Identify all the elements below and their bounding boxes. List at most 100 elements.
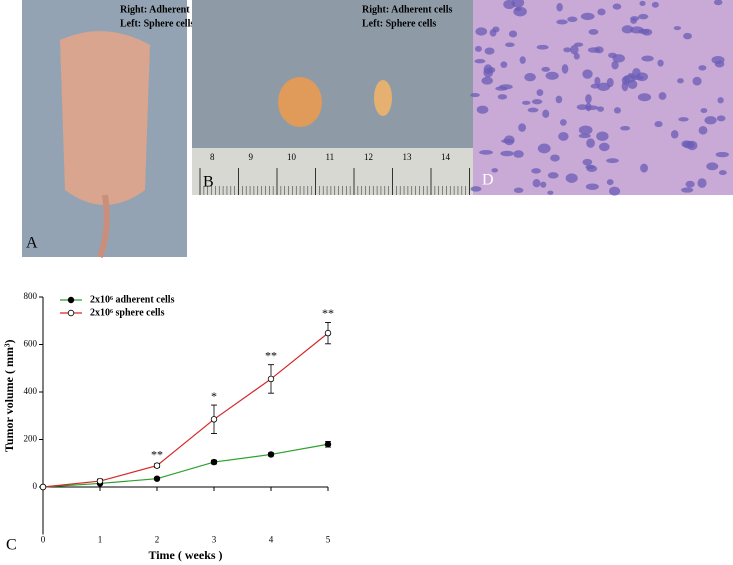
cell-nucleus (580, 12, 595, 21)
cell-nucleus (598, 142, 610, 152)
ruler-label: 8 (210, 152, 215, 162)
cell-nucleus (698, 126, 708, 135)
cell-nucleus (606, 179, 614, 186)
significance: ** (322, 306, 334, 320)
point (267, 451, 275, 458)
cell-nucleus (677, 78, 684, 84)
y-tick-label: 800 (24, 291, 38, 301)
cell-nucleus (637, 93, 652, 102)
cell-nucleus (532, 179, 541, 188)
cell-nucleus (536, 44, 549, 50)
cell-nucleus (497, 94, 508, 100)
significance: * (211, 389, 217, 403)
cell-nucleus (536, 89, 544, 97)
cell-nucleus (597, 82, 611, 91)
cell-nucleus (611, 60, 619, 70)
cell-nucleus (606, 158, 619, 164)
cell-nucleus (692, 76, 702, 86)
cell-nucleus (524, 72, 536, 82)
cell-nucleus (706, 162, 719, 171)
cell-nucleus (716, 115, 726, 122)
legend-label: 2x10⁶ sphere cells (90, 307, 165, 318)
cell-nucleus (713, 0, 723, 6)
cell-nucleus (590, 83, 600, 89)
cell-nucleus (563, 47, 572, 53)
cell-nucleus (555, 95, 563, 104)
cell-nucleus (678, 117, 689, 122)
cell-nucleus (542, 109, 550, 118)
significance: ** (265, 348, 277, 362)
cell-nucleus (559, 119, 567, 126)
cell-nucleus (508, 30, 518, 38)
cell-nucleus (578, 125, 593, 135)
point (39, 483, 47, 491)
cell-nucleus (541, 66, 550, 72)
legend-marker (67, 296, 75, 304)
cell-nucleus (639, 0, 646, 7)
cell-nucleus (531, 99, 543, 105)
series-line (42, 332, 329, 488)
tumor (278, 77, 322, 127)
point (267, 375, 275, 383)
cell-nucleus (484, 47, 495, 55)
cell-nucleus (505, 42, 515, 48)
x-tick-label: 1 (98, 535, 103, 545)
cell-nucleus (612, 3, 622, 10)
note: Right: Adherent cells (362, 4, 452, 15)
cell-nucleus (527, 107, 539, 113)
point (153, 475, 161, 482)
cell-nucleus (683, 140, 695, 149)
cell-nucleus (612, 54, 625, 63)
mouse-body (60, 31, 150, 205)
cell-nucleus (556, 3, 563, 12)
cell-nucleus (582, 158, 593, 166)
cell-nucleus (621, 25, 634, 34)
legend-label: 2x10⁶ adherent cells (90, 294, 175, 305)
y-axis-label: Tumor volume ( mm³) (2, 339, 16, 452)
cell-nucleus (587, 47, 601, 53)
point (153, 462, 161, 469)
cell-nucleus (531, 168, 541, 174)
photo-d (473, 0, 733, 195)
cell-nucleus (685, 180, 695, 188)
cell-nucleus (545, 71, 559, 80)
cell-nucleus (576, 104, 589, 110)
cell-nucleus (597, 106, 605, 112)
cell-nucleus (556, 19, 568, 25)
ruler-label: 11 (326, 152, 335, 162)
cell-nucleus (711, 55, 725, 64)
cell-nucleus (573, 52, 580, 60)
point (96, 477, 104, 485)
panel-label: B (203, 174, 214, 191)
cell-nucleus (586, 138, 595, 148)
ruler-label: 10 (287, 152, 297, 162)
series-line (42, 443, 329, 488)
cell-nucleus (640, 163, 648, 173)
cell-nucleus (565, 173, 578, 183)
point (324, 329, 332, 337)
cell-nucleus (620, 125, 631, 131)
cell-nucleus (513, 187, 524, 193)
cell-nucleus (608, 186, 621, 196)
cell-nucleus (547, 172, 559, 179)
cell-nucleus (588, 28, 599, 35)
cell-nucleus (540, 181, 547, 188)
note: Right: Adherent cells (120, 4, 210, 15)
cell-nucleus (475, 27, 488, 36)
legend-marker (67, 309, 75, 317)
cell-nucleus (479, 150, 494, 155)
cell-nucleus (585, 164, 595, 170)
cell-nucleus (537, 143, 551, 154)
cell-nucleus (514, 7, 522, 12)
cell-nucleus (518, 123, 527, 132)
cell-nucleus (470, 93, 480, 98)
cell-nucleus (657, 59, 664, 67)
cell-nucleus (521, 100, 531, 105)
cell-nucleus (585, 183, 599, 190)
cell-nucleus (651, 1, 659, 8)
note: Left: Sphere cells (362, 18, 436, 29)
cell-nucleus (550, 154, 560, 162)
cell-nucleus (613, 107, 621, 114)
cell-nucleus (638, 13, 649, 20)
